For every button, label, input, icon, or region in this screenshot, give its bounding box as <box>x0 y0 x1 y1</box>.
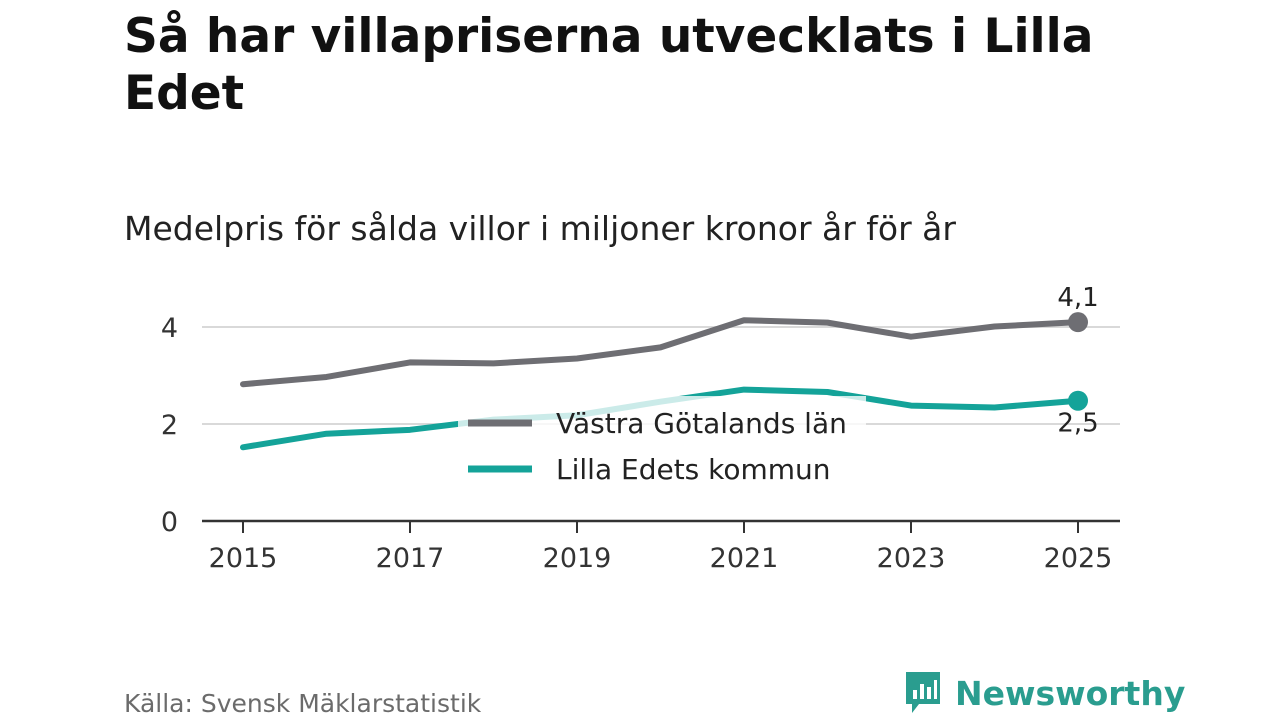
x-tick-label: 2023 <box>877 543 946 574</box>
newsworthy-logo-icon <box>906 672 940 713</box>
chart-title: Så har villapriserna utvecklats i Lilla … <box>124 9 1094 121</box>
series-line-0 <box>240 317 1081 388</box>
brand-logo: Newsworthy <box>903 670 1185 716</box>
legend-label: Västra Götalands län <box>556 407 847 440</box>
x-tick-label: 2021 <box>710 543 779 574</box>
x-tick-label: 2025 <box>1044 543 1113 574</box>
source-note: Källa: Svensk Mäklarstatistik <box>124 689 482 718</box>
y-tick-label: 0 <box>161 507 178 538</box>
legend-label: Lilla Edets kommun <box>556 453 831 486</box>
end-value-label: 2,5 <box>1057 409 1098 439</box>
legend-background <box>458 396 866 494</box>
end-point-marker <box>1068 312 1088 333</box>
end-point-marker <box>1068 390 1088 411</box>
x-tick-label: 2015 <box>209 543 278 574</box>
end-value-label: 4,1 <box>1057 283 1098 313</box>
x-tick-label: 2017 <box>376 543 445 574</box>
x-tick-label: 2019 <box>543 543 612 574</box>
y-tick-label: 4 <box>161 313 178 344</box>
chart-subtitle: Medelpris för sålda villor i miljoner kr… <box>124 209 956 248</box>
y-tick-label: 2 <box>161 410 178 441</box>
brand-name: Newsworthy <box>955 673 1186 713</box>
